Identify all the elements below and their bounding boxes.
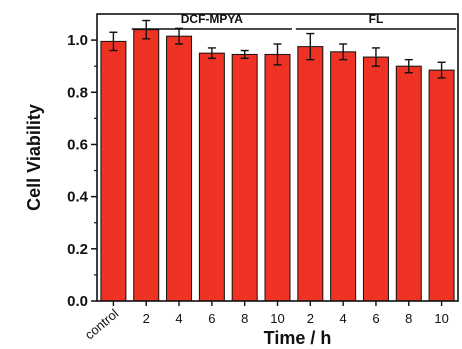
bar xyxy=(362,56,389,302)
x-tick-label: 8 xyxy=(241,311,248,326)
x-tick-label: 6 xyxy=(372,311,379,326)
bar xyxy=(100,40,127,302)
bar xyxy=(330,51,357,302)
y-tick-label: 0.0 xyxy=(67,293,88,310)
x-tick-label: control xyxy=(82,306,122,343)
x-tick-label: 4 xyxy=(340,311,347,326)
y-tick-label: 1.0 xyxy=(67,32,88,49)
y-axis-title: Cell Viability xyxy=(24,104,44,211)
x-tick-label: 4 xyxy=(175,311,182,326)
group-brackets-layer: DCF-MPYA FL xyxy=(131,12,457,30)
x-tick-label: 8 xyxy=(405,311,412,326)
x-axis-title: Time / h xyxy=(264,328,332,348)
bar xyxy=(198,52,225,302)
x-tick-label: 6 xyxy=(208,311,215,326)
error-bars-layer xyxy=(109,19,446,79)
x-tick-label: 2 xyxy=(307,311,314,326)
bar xyxy=(264,53,291,302)
bar xyxy=(395,65,422,302)
x-tick-label: 10 xyxy=(270,311,284,326)
y-tick-label: 0.6 xyxy=(67,136,88,153)
bars-layer xyxy=(100,29,455,302)
y-tick-label: 0.4 xyxy=(67,189,89,206)
y-tick-label: 0.8 xyxy=(67,84,88,101)
bar xyxy=(133,29,160,302)
bar xyxy=(231,53,258,302)
bar xyxy=(428,69,455,302)
group-label: DCF-MPYA xyxy=(181,12,244,26)
x-tick-label: 10 xyxy=(434,311,448,326)
bar xyxy=(297,46,324,302)
y-tick-label: 0.2 xyxy=(67,241,88,258)
group-label: FL xyxy=(369,12,384,26)
x-tick-label: 2 xyxy=(143,311,150,326)
bar xyxy=(166,35,193,302)
